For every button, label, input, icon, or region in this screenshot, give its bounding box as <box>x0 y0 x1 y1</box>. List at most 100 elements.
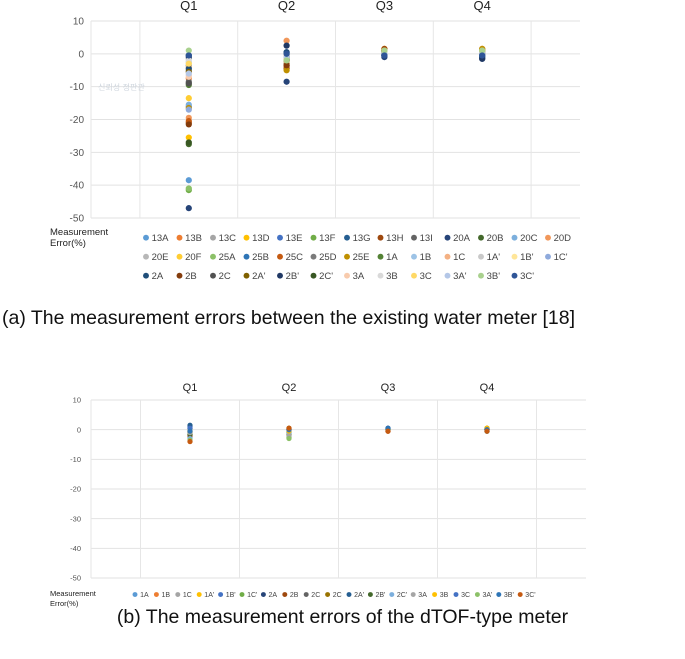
legend-label: 3A' <box>453 271 467 282</box>
legend-label: 25C <box>286 252 304 263</box>
legend-label: 2C <box>219 271 231 282</box>
y-tick-label: 10 <box>73 396 81 405</box>
legend-marker <box>325 592 331 598</box>
legend-marker <box>511 253 518 260</box>
data-point <box>185 60 192 67</box>
legend-label: 13G <box>353 233 371 244</box>
caption-a: (a) The measurement errors between the e… <box>2 307 575 329</box>
category-label-q1: Q1 <box>183 382 198 394</box>
legend-marker <box>239 592 245 598</box>
legend-label: 2C <box>311 592 320 599</box>
legend-label: 3C' <box>520 271 534 282</box>
legend-marker <box>444 272 451 279</box>
legend-marker <box>410 592 416 598</box>
legend-label: 3C <box>420 271 432 282</box>
data-point <box>187 438 193 445</box>
chart-a: 10 0 -10 -20 -30 -40 -50 Q1 Q2 Q3 Q4 신뢰성 정판관 Measure… <box>50 0 580 282</box>
legend-label: 2C' <box>397 592 407 599</box>
legend-marker <box>346 592 352 598</box>
legend-marker <box>377 234 384 241</box>
data-point <box>185 80 192 87</box>
legend-label: 25A <box>219 252 237 263</box>
legend-label: 25E <box>353 252 370 263</box>
legend-marker <box>277 253 283 260</box>
legend-label: 1A <box>140 592 149 599</box>
legend-label: 3B' <box>504 592 514 599</box>
caption-b: (b) The measurement errors of the dTOF-t… <box>116 606 569 628</box>
legend-marker <box>411 234 417 241</box>
data-point <box>185 205 192 212</box>
y-tick-label: -40 <box>70 181 85 192</box>
legend-marker <box>143 272 149 279</box>
legend-label: 20D <box>554 233 572 244</box>
legend-label: 3C' <box>525 592 535 599</box>
legend-marker <box>478 234 484 241</box>
data-point <box>185 185 192 192</box>
category-label-q2: Q2 <box>278 0 295 13</box>
legend-label: 2A' <box>252 271 266 282</box>
y-axis-title: Measurement <box>50 589 97 598</box>
legend-marker <box>132 592 138 598</box>
data-point <box>185 106 192 113</box>
data-point <box>187 428 193 434</box>
legend-label: 1C' <box>247 592 257 599</box>
legend-marker <box>243 272 250 279</box>
data-point <box>479 47 486 54</box>
category-label-q3: Q3 <box>381 382 396 394</box>
legend-marker <box>545 234 551 241</box>
legend-marker <box>496 592 502 598</box>
legend-label: 2B <box>185 271 197 282</box>
data-point <box>185 177 192 184</box>
data-point <box>283 67 290 74</box>
data-point <box>286 425 292 431</box>
legend-label: 20C <box>520 233 538 244</box>
legend-marker <box>143 234 149 241</box>
legend-label: 3A <box>353 271 365 282</box>
y-tick-label: 0 <box>78 49 84 60</box>
legend-label: 25D <box>319 252 337 263</box>
category-label-q4: Q4 <box>474 0 491 13</box>
legend-marker <box>377 253 384 260</box>
legend-label: 1C <box>453 252 465 263</box>
y-tick-label: 10 <box>73 17 85 28</box>
legend-label: 2A <box>152 271 164 282</box>
legend-label: 25B <box>252 252 269 263</box>
legend-label: 20E <box>152 252 169 263</box>
legend-marker <box>303 592 309 598</box>
y-tick-label: -20 <box>70 485 81 494</box>
data-point <box>185 70 192 77</box>
legend-marker <box>432 592 438 598</box>
legend-marker <box>196 592 202 598</box>
legend-marker <box>474 592 480 598</box>
legend-label: 3B <box>386 271 398 282</box>
legend-marker <box>511 234 518 241</box>
legend-label: 13F <box>319 233 336 244</box>
legend-marker <box>243 253 250 260</box>
legend-marker <box>218 592 224 598</box>
legend-marker <box>344 272 350 279</box>
category-label-q3: Q3 <box>376 0 393 13</box>
legend-marker <box>545 253 551 260</box>
legend-marker <box>367 592 373 598</box>
legend-marker <box>210 253 216 260</box>
category-label-q4: Q4 <box>480 382 495 394</box>
data-point <box>283 50 290 57</box>
legend-marker <box>444 234 451 241</box>
y-tick-label: -40 <box>70 544 81 553</box>
data-point <box>381 52 388 59</box>
legend-marker <box>310 272 317 279</box>
legend-marker <box>175 592 181 598</box>
legend-label: 1B' <box>226 592 236 599</box>
legend-marker <box>344 234 350 241</box>
legend-label: 2B' <box>376 592 386 599</box>
legend-label: 3A' <box>483 592 493 599</box>
legend-marker <box>210 272 216 279</box>
legend-marker <box>260 592 266 598</box>
data-point <box>185 47 192 54</box>
y-axis-title: Error(%) <box>50 238 86 249</box>
data-point <box>185 121 192 128</box>
data-point <box>286 435 292 442</box>
y-tick-label: -30 <box>70 148 85 159</box>
y-tick-label: -50 <box>70 574 81 583</box>
data-point <box>185 95 192 102</box>
